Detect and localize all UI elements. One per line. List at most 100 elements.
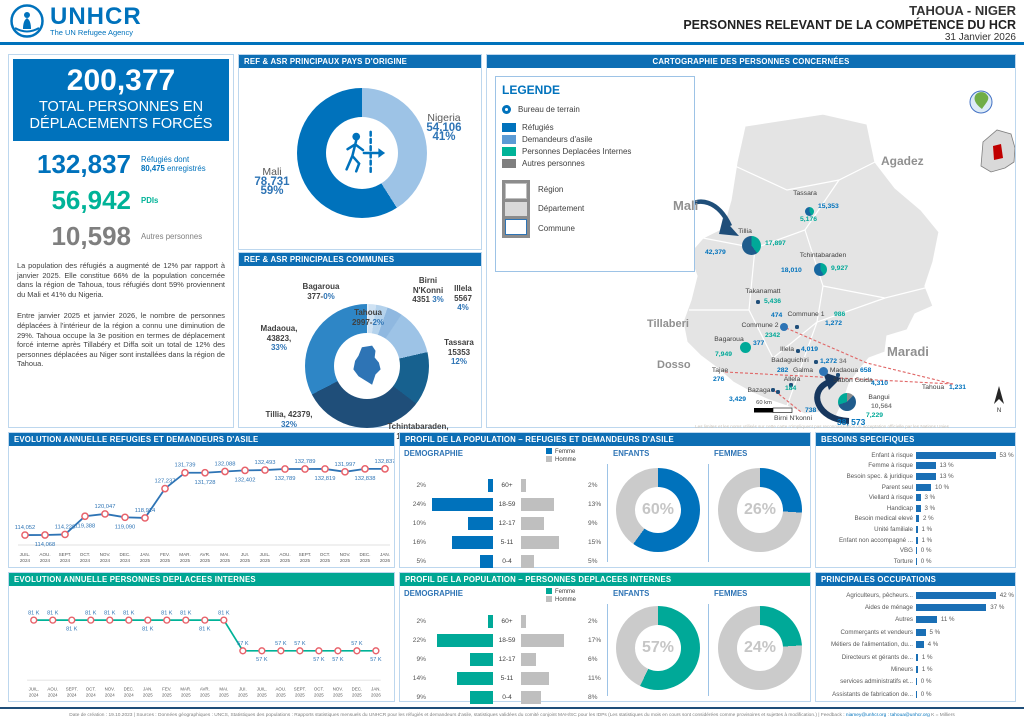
boundary-dashed-lines <box>724 327 954 413</box>
ref-trend-chart: 114,052JUIL.2024114,068AOU.2024114,228SE… <box>15 459 394 563</box>
donut-hole <box>325 116 399 190</box>
label-seg: Réfugiés dont <box>141 155 190 164</box>
femme-bar <box>470 653 493 666</box>
homme-pct: 2% <box>588 482 598 489</box>
hbar-label: Métiers de l'alimentation, du... <box>830 641 913 649</box>
svg-text:2025: 2025 <box>360 558 371 563</box>
homme-bar <box>521 634 565 647</box>
svg-text:132,493: 132,493 <box>255 460 276 466</box>
pct-donut-hole: 60% <box>635 487 681 533</box>
svg-text:MAI.: MAI. <box>220 552 229 557</box>
femme-pct: 14% <box>412 675 426 682</box>
femme-bar <box>457 672 493 685</box>
hbar-bar <box>916 591 996 599</box>
svg-text:2025: 2025 <box>220 558 231 563</box>
separator <box>708 464 709 562</box>
svg-text:JAN.: JAN. <box>140 552 150 557</box>
marker-name: Commune 1 <box>787 311 825 318</box>
pyramid-row: 9% 12-17 6% <box>402 650 612 669</box>
marker-dot <box>836 373 840 377</box>
hbar-bar <box>916 494 921 502</box>
report-title: PERSONNES RELEVANT DE LA COMPÉTENCE DU H… <box>683 18 1016 32</box>
marker-dot <box>780 323 788 331</box>
homme-cell <box>521 555 585 568</box>
admin-level-label: Commune <box>538 223 575 233</box>
legend-color-swatch <box>502 123 516 132</box>
svg-text:JUIL.: JUIL. <box>29 687 39 692</box>
marker-name: Tassara <box>793 190 817 197</box>
svg-text:AOU.: AOU. <box>39 552 50 557</box>
hbar-row: Besoin spec. & juridique 13 % <box>816 471 1013 482</box>
org-subtitle: The UN Refugee Agency <box>50 27 133 37</box>
marker-value: 7,229 <box>866 412 884 419</box>
femme-cell <box>429 672 493 685</box>
label-seg: 2997- <box>351 317 373 327</box>
label-line: Tassara <box>435 338 483 348</box>
globe-icon <box>969 90 993 114</box>
idp-trend-panel: EVOLUTION ANNUELLE PERSONNES DEPLACEES I… <box>8 572 395 702</box>
svg-text:2025: 2025 <box>300 558 311 563</box>
legend-category-row: Personnes Deplacées Internes <box>502 147 688 156</box>
bureau-de-terrain-icon <box>502 105 511 114</box>
hbar-bar <box>916 616 937 624</box>
legend-title: LEGENDE <box>502 83 561 97</box>
svg-text:2025: 2025 <box>257 692 267 697</box>
svg-text:AVR.: AVR. <box>200 552 210 557</box>
label-line: 41% <box>411 131 477 143</box>
label-seg: 59% <box>260 185 284 197</box>
svg-text:2024: 2024 <box>60 558 71 563</box>
label-seg: 377- <box>307 291 324 301</box>
marker-dot <box>796 349 800 353</box>
marker-name: Allela <box>783 376 801 383</box>
svg-text:2025: 2025 <box>333 692 343 697</box>
svg-text:120,047: 120,047 <box>95 504 116 510</box>
femme-pct: 9% <box>416 656 426 663</box>
label-seg: Birni <box>418 276 438 285</box>
hbar-label: Enfant à risque <box>871 451 913 459</box>
label-line: PDIs <box>141 196 158 205</box>
hbar-value: 4 % <box>927 641 939 649</box>
homme-cell <box>521 517 585 530</box>
svg-text:57 K: 57 K <box>256 657 268 663</box>
svg-text:2024: 2024 <box>105 692 115 697</box>
org-name: UNHCR <box>50 2 142 30</box>
unhcr-emblem-icon <box>10 4 44 38</box>
svg-text:114,052: 114,052 <box>15 525 36 531</box>
svg-text:57 K: 57 K <box>332 657 344 663</box>
label-seg: 78,731 <box>254 175 290 188</box>
marker-value: 986 <box>834 311 846 318</box>
age-group: 60+ <box>501 618 513 625</box>
legend-color-swatch <box>502 135 516 144</box>
ref-profile-title: PROFIL DE LA POPULATION – REFUGIES ET DE… <box>400 433 810 446</box>
svg-text:81 K: 81 K <box>104 610 116 616</box>
label-line: 54,106 <box>411 122 477 134</box>
homme-bar <box>521 615 527 628</box>
narrative-refugees: La population des réfugiés a augmenté de… <box>17 261 225 299</box>
femme-swatch <box>546 588 552 594</box>
label-seg: Tassara <box>444 338 474 347</box>
hbar-row: Enfant à risque 53 % <box>816 450 1014 461</box>
map-disclaimer: Les limites et les noms utilisés sur cet… <box>695 424 949 429</box>
svg-text:81 K: 81 K <box>47 610 59 616</box>
separator <box>708 604 709 696</box>
femme-bar <box>431 498 493 511</box>
svg-text:2024: 2024 <box>100 558 111 563</box>
label-seg: 41% <box>432 131 456 143</box>
besoins-panel: BESOINS SPECIFIQUES Enfant à risque 53 % F… <box>815 432 1016 568</box>
besoins-title: BESOINS SPECIFIQUES <box>816 433 1015 446</box>
marker-dot <box>814 360 818 364</box>
label-line: Tahoua <box>331 308 405 318</box>
marker-value: 34 <box>839 358 847 365</box>
hbar-bar <box>916 604 987 612</box>
svg-text:2025: 2025 <box>181 692 191 697</box>
key-figures: 132,837 Réfugiés dont 80,475 enregistrés 56… <box>9 151 233 249</box>
marker-dot <box>813 262 827 276</box>
svg-text:81 K: 81 K <box>180 610 192 616</box>
age-group: 60+ <box>501 482 513 489</box>
svg-text:127,237: 127,237 <box>155 479 176 485</box>
label-line: Réfugiés dont <box>141 155 206 164</box>
marker-name: Badaguichiri <box>771 357 809 364</box>
femme-bar <box>470 691 493 704</box>
label-line: Tchintabaraden, <box>355 422 481 432</box>
label-seg: Illela <box>454 284 472 293</box>
